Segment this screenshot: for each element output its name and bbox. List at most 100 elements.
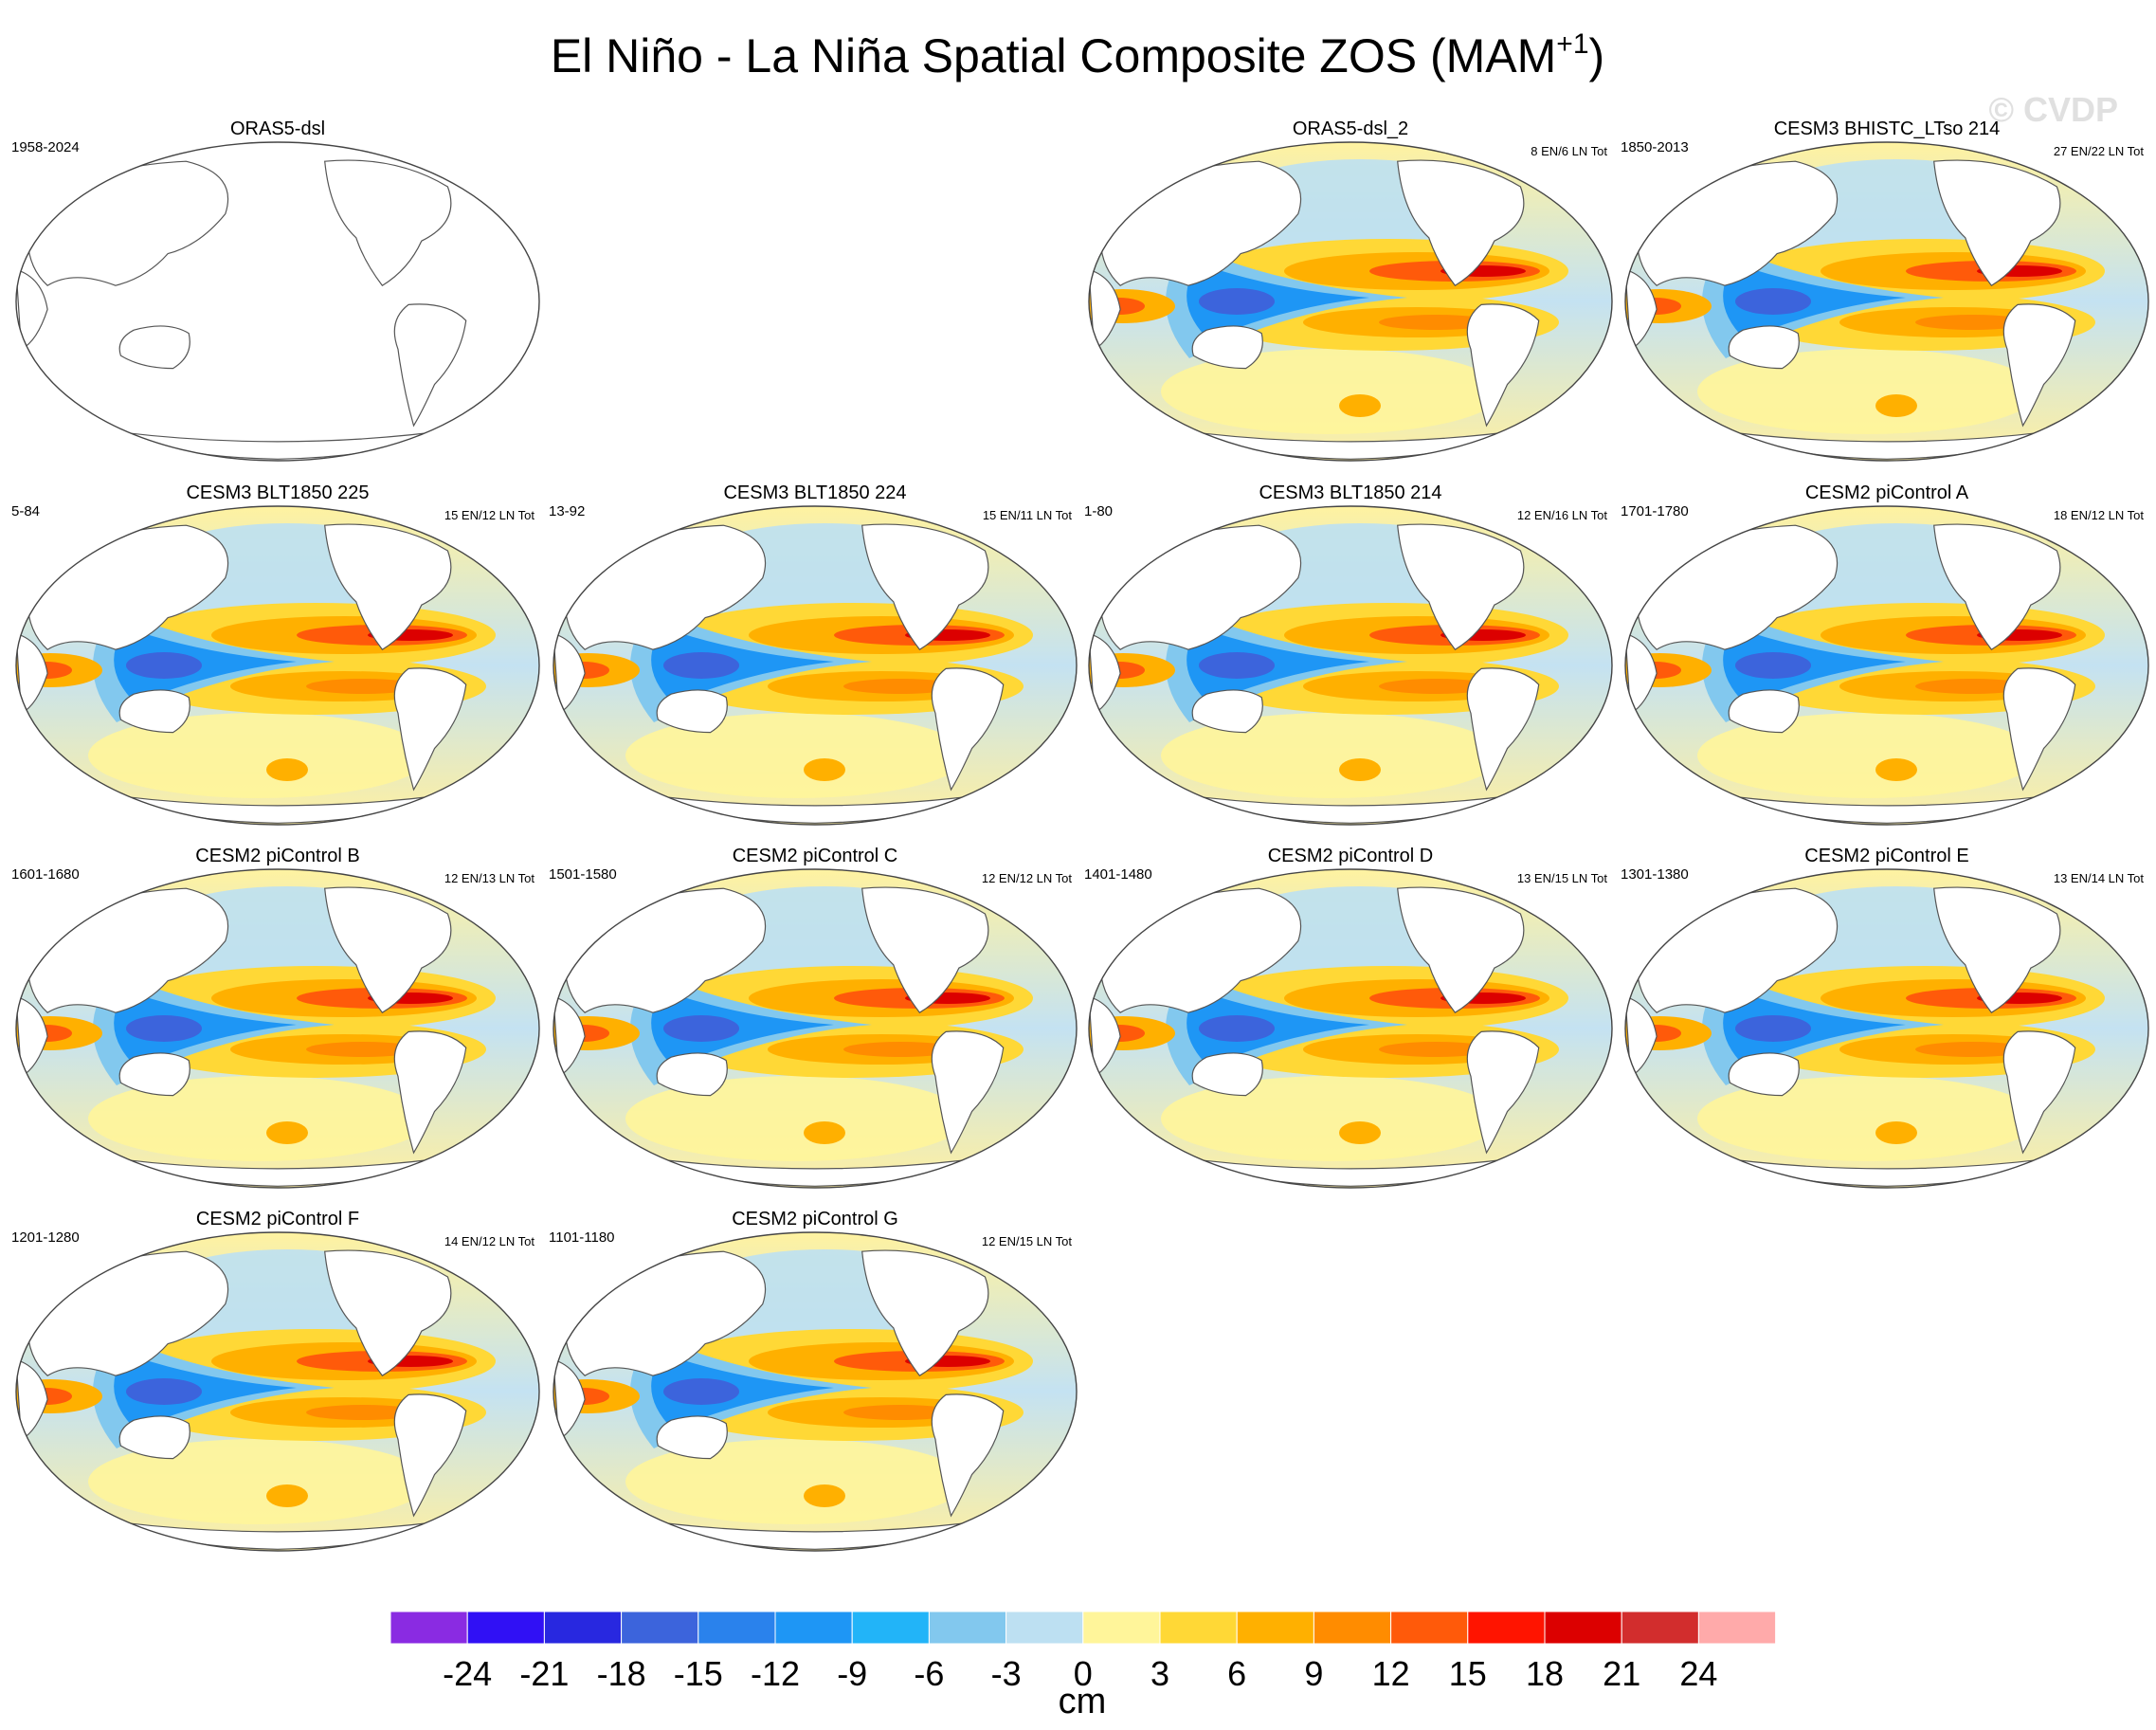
map-field <box>16 869 539 1188</box>
map-border <box>553 1231 1078 1552</box>
map-field <box>553 506 1077 825</box>
map-panel-13: CESM2 piControl G 1101-1180 12 EN/15 LN To… <box>549 1209 1078 1552</box>
colorbar-swatch <box>698 1611 776 1645</box>
panel-counts: 12 EN/12 LN Tot <box>982 871 1073 885</box>
map-panel-10: CESM2 piControl D 1401-1480 13 EN/15 LN To… <box>1084 846 1613 1189</box>
map-border <box>1088 141 1613 462</box>
map-panel-5: CESM3 BLT1850 224 13-92 15 EN/11 LN Tot <box>549 483 1078 826</box>
panel-counts: 18 EN/12 LN Tot <box>2054 508 2145 522</box>
colorbar-swatch <box>1159 1611 1238 1645</box>
panel-counts: 15 EN/11 LN Tot <box>983 508 1073 522</box>
colorbar-swatch <box>1236 1611 1314 1645</box>
colorbar-swatch <box>1621 1611 1699 1645</box>
panel-counts: 15 EN/12 LN Tot <box>444 508 535 522</box>
colorbar-tick-label: -24 <box>443 1654 492 1693</box>
map-panels: ORAS5-dsl 1958-2024 ORAS5-dsl_2 8 EN/6 LN T… <box>11 118 2149 1552</box>
panel-title: CESM3 BHISTC_LTso 214 <box>1774 118 2001 139</box>
panel-years: 1850-2013 <box>1621 139 1689 155</box>
colorbar-tick-label: 18 <box>1526 1654 1564 1693</box>
panel-counts: 12 EN/13 LN Tot <box>444 871 535 885</box>
panel-years: 1701-1780 <box>1621 503 1689 519</box>
panel-counts: 12 EN/15 LN Tot <box>982 1234 1073 1248</box>
panel-years: 1958-2024 <box>11 139 80 155</box>
map-field <box>553 869 1077 1188</box>
panel-title: CESM2 piControl F <box>196 1209 359 1229</box>
panel-years: 1501-1580 <box>549 866 617 883</box>
map-border <box>1624 505 2149 826</box>
panel-title: ORAS5-dsl_2 <box>1293 118 1408 139</box>
map-panel-2: ORAS5-dsl_2 8 EN/6 LN Tot <box>1088 118 1613 462</box>
panel-counts: 13 EN/15 LN Tot <box>1517 871 1608 885</box>
map-panel-7: CESM2 piControl A 1701-1780 18 EN/12 LN To… <box>1621 483 2149 826</box>
map-field <box>1089 869 1612 1188</box>
panel-title: CESM3 BLT1850 214 <box>1259 483 1441 503</box>
panel-counts: 8 EN/6 LN Tot <box>1531 144 1607 158</box>
map-field <box>16 506 539 825</box>
colorbar-tick-label: 9 <box>1304 1654 1323 1693</box>
panel-years: 5-84 <box>11 503 40 519</box>
map-border <box>1088 505 1613 826</box>
map-panel-8: CESM2 piControl B 1601-1680 12 EN/13 LN To… <box>11 846 540 1189</box>
colorbar-tick-label: -15 <box>674 1654 723 1693</box>
map-panel-6: CESM3 BLT1850 214 1-80 12 EN/16 LN Tot <box>1084 483 1613 826</box>
colorbar-unit: cm <box>1059 1682 1107 1721</box>
map-field <box>16 142 539 461</box>
colorbar-swatch <box>1467 1611 1546 1645</box>
colorbar-swatch <box>928 1611 1007 1645</box>
colorbar-swatch <box>621 1611 699 1645</box>
colorbar-tick-label: -21 <box>519 1654 569 1693</box>
colorbar-tick-label: 24 <box>1679 1654 1717 1693</box>
map-field <box>1625 869 2148 1188</box>
map-border <box>1624 868 2149 1189</box>
colorbar-tick-label: -3 <box>991 1654 1022 1693</box>
panel-title: CESM2 piControl D <box>1268 846 1434 866</box>
panel-title: CESM3 BLT1850 225 <box>186 483 369 503</box>
map-panel-4: CESM3 BLT1850 225 5-84 15 EN/12 LN Tot <box>11 483 540 826</box>
colorbar-tick-label: -12 <box>751 1654 800 1693</box>
panel-title: CESM2 piControl G <box>732 1209 898 1229</box>
map-field <box>1625 506 2148 825</box>
panel-title: CESM3 BLT1850 224 <box>723 483 906 503</box>
colorbar-tick-label: -9 <box>837 1654 867 1693</box>
map-panel-1: ORAS5-dsl 1958-2024 <box>11 118 540 462</box>
colorbar-swatch <box>1390 1611 1469 1645</box>
title-superscript: +1 <box>1556 28 1588 60</box>
colorbar-tick-label: 21 <box>1603 1654 1640 1693</box>
panel-years: 1301-1380 <box>1621 866 1689 883</box>
colorbar-swatch <box>774 1611 853 1645</box>
colorbar-tick-label: -6 <box>914 1654 944 1693</box>
panel-title: ORAS5-dsl <box>230 118 325 139</box>
map-border <box>553 505 1078 826</box>
colorbar-swatch <box>466 1611 545 1645</box>
map-field <box>553 1232 1077 1551</box>
panel-years: 13-92 <box>549 503 585 519</box>
colorbar-tick-label: 3 <box>1150 1654 1169 1693</box>
panel-years: 1601-1680 <box>11 866 80 883</box>
panel-counts: 27 EN/22 LN Tot <box>2054 144 2145 158</box>
map-field <box>16 1232 539 1551</box>
colorbar-boxes <box>390 1611 1777 1645</box>
figure-title: El Niño - La Niña Spatial Composite ZOS … <box>551 28 1604 82</box>
map-panel-9: CESM2 piControl C 1501-1580 12 EN/12 LN To… <box>549 846 1078 1189</box>
colorbar-swatch <box>1544 1611 1622 1645</box>
colorbar: -24 -21 -18 -15 -12 -9 -6 -3 0 3 6 9 12 15 18 21 24 cm <box>390 1611 1777 1721</box>
map-panel-3: CESM3 BHISTC_LTso 214 1850-2013 27 EN/22 L… <box>1621 118 2149 462</box>
colorbar-swatch <box>1697 1611 1777 1645</box>
colorbar-tick-label: 12 <box>1372 1654 1410 1693</box>
panel-title: CESM2 piControl A <box>1805 483 1969 503</box>
colorbar-swatch <box>1313 1611 1392 1645</box>
colorbar-swatch <box>1006 1611 1084 1645</box>
map-panel-12: CESM2 piControl F 1201-1280 14 EN/12 LN To… <box>11 1209 540 1552</box>
panel-title: CESM2 piControl B <box>195 846 359 866</box>
map-border <box>15 1231 540 1552</box>
cvdp-watermark: © CVDP <box>1988 90 2118 129</box>
colorbar-swatch <box>390 1611 468 1645</box>
map-border <box>553 868 1078 1189</box>
map-border <box>15 868 540 1189</box>
panel-years: 1201-1280 <box>11 1229 80 1246</box>
map-border <box>15 505 540 826</box>
colorbar-tick-label: -18 <box>597 1654 646 1693</box>
panel-title: CESM2 piControl E <box>1804 846 1968 866</box>
map-border <box>1624 141 2149 462</box>
